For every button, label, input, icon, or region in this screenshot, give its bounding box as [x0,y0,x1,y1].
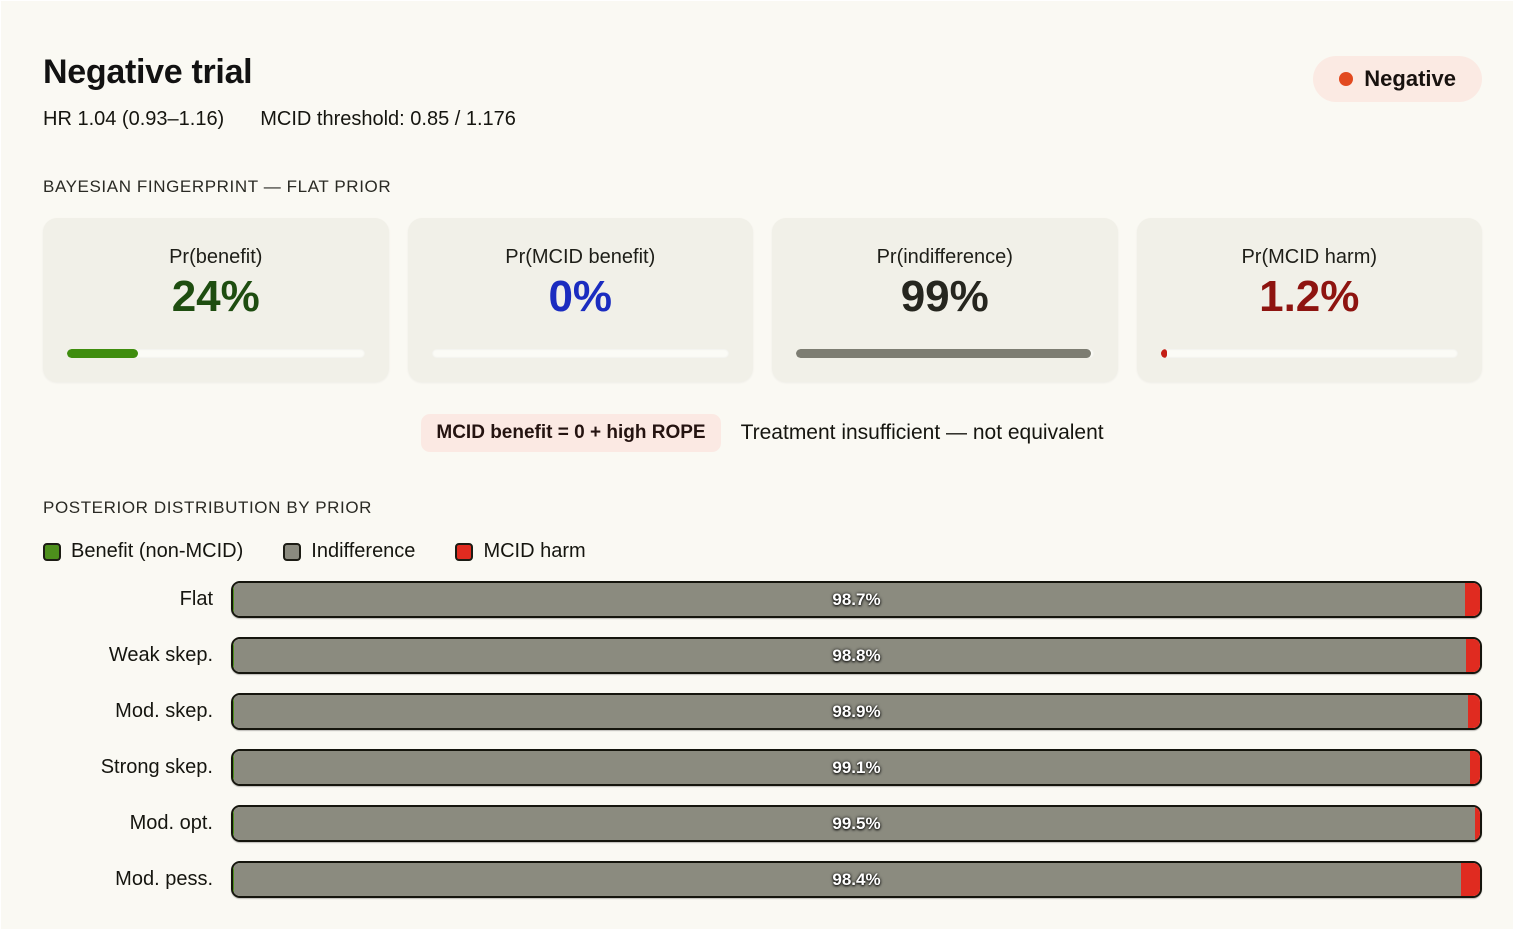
bar-segment [234,695,1468,728]
bar-segment [1470,751,1480,784]
bar-segment [1474,807,1480,840]
bar-segment [233,807,235,840]
stacked-bar: 99.1% [231,749,1482,786]
stat-cards: Pr(benefit) 24% Pr(MCID benefit) 0% Pr(indif… [43,218,1482,382]
status-badge: Negative [1313,56,1482,102]
bar-segment [233,863,235,896]
bar-segment [1465,583,1480,616]
subtitle: HR 1.04 (0.93–1.16) MCID threshold: 0.85… [43,108,1482,131]
bar-segment [234,583,1466,616]
hr-value-text: HR 1.04 (0.93–1.16) [43,108,225,130]
bar-row-label: Weak skep. [108,644,213,666]
chart-legend: Benefit (non-MCID) Indifference MCID harm [43,540,1482,563]
bar-row-label: Flat [179,588,213,610]
bar-row: Mod. opt. 99.5% [43,805,1482,842]
stat-card-progress-track [67,349,365,358]
bar-row-label: Mod. opt. [129,812,213,834]
stat-card-label: Pr(MCID harm) [1241,246,1378,268]
bar-row-label: Mod. pess. [115,868,213,890]
stacked-bar: 98.7% [231,581,1482,618]
stat-card-progress-fill [1160,349,1167,358]
bar-segment [233,751,235,784]
bar-row-label: Mod. skep. [115,700,213,722]
legend-swatch-icon [283,542,302,561]
stat-card-label: Pr(benefit) [169,246,263,268]
legend-swatch-icon [43,542,61,561]
bar-row: Mod. pess. 98.4% [43,861,1482,898]
bar-segment [233,583,235,616]
stat-card-label: Pr(MCID benefit) [505,246,656,268]
bar-percent-label: 98.9% [832,701,881,721]
verdict-badge: MCID benefit = 0 + high ROPE [421,414,721,452]
bar-segment [234,639,1467,672]
verdict-text: Treatment insufficient — not equivalent [740,421,1104,444]
bar-segment [233,695,235,728]
bar-segment [1467,695,1480,728]
stat-card-progress-fill [67,349,139,358]
bar-segment [234,807,1475,840]
bar-percent-label: 99.5% [832,813,881,833]
page-title: Negative trial [43,53,253,91]
stat-card-progress-track [796,349,1094,358]
bar-segment [234,751,1470,784]
stat-card-progress-fill [796,349,1091,358]
bar-segment [234,863,1462,896]
posterior-bar-chart: Flat 98.7% Weak skep. 98.8% Mod. skep. 98.9% S… [43,581,1482,898]
stat-card-progress-track [1160,349,1458,358]
legend-item: MCID harm [455,540,586,563]
stacked-bar: 98.4% [231,861,1482,898]
legend-item: Benefit (non-MCID) [43,540,243,563]
stacked-bar: 98.8% [231,637,1482,674]
bar-percent-label: 98.8% [832,645,881,665]
legend-label: Benefit (non-MCID) [71,540,244,562]
stat-card-2: Pr(indifference) 99% [772,218,1118,382]
stat-card-progress-track [431,349,729,358]
status-badge-label: Negative [1364,66,1456,91]
bar-row: Mod. skep. 98.9% [43,693,1482,730]
bar-percent-label: 98.4% [832,869,881,889]
stat-card-1: Pr(MCID benefit) 0% [407,218,753,382]
fingerprint-section-title: BAYESIAN FINGERPRINT — FLAT PRIOR [43,177,392,196]
bar-row: Strong skep. 99.1% [43,749,1482,786]
stat-card-label: Pr(indifference) [876,246,1013,268]
bar-percent-label: 98.7% [832,589,881,609]
legend-swatch-icon [455,542,474,561]
bar-row: Flat 98.7% [43,581,1482,618]
legend-label: Indifference [311,540,416,562]
stat-card-value: 1.2% [1259,272,1360,321]
header: Negative trial Negative HR 1.04 (0.93–1.… [43,53,1482,131]
bar-segment [1466,639,1480,672]
bar-row: Weak skep. 98.8% [43,637,1482,674]
mcid-threshold-text: MCID threshold: 0.85 / 1.176 [260,108,516,130]
stat-card-value: 99% [900,272,989,321]
legend-label: MCID harm [483,540,586,562]
bar-segment [1461,863,1480,896]
stacked-bar: 99.5% [231,805,1482,842]
stat-card-value: 24% [171,272,260,321]
bar-row-label: Strong skep. [100,756,213,778]
posterior-section-title: POSTERIOR DISTRIBUTION BY PRIOR [43,498,373,517]
bar-percent-label: 99.1% [832,757,881,777]
stat-card-3: Pr(MCID harm) 1.2% [1136,218,1482,382]
bar-segment [233,639,235,672]
stat-card-value: 0% [548,272,613,321]
stat-card-0: Pr(benefit) 24% [43,218,389,382]
stacked-bar: 98.9% [231,693,1482,730]
status-dot-icon [1339,72,1354,86]
legend-item: Indifference [283,540,415,563]
verdict-callout: MCID benefit = 0 + high ROPE Treatment i… [43,414,1482,452]
